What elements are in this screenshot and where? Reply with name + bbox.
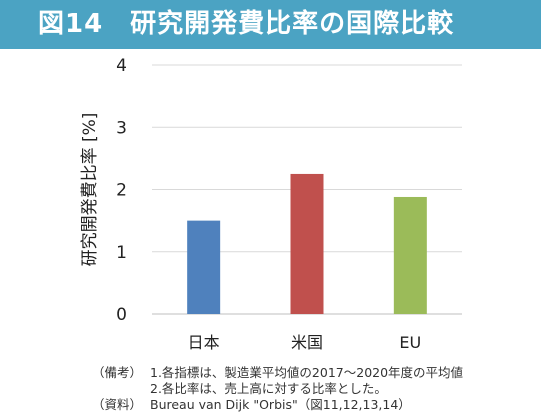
y-tick-label: 1: [116, 243, 127, 263]
note-text: Bureau van Dijk "Orbis"（図11,12,13,14）: [150, 397, 411, 412]
bar-2: [290, 173, 324, 314]
note-text: 1.各指標は、製造業平均値の2017～2020年度の平均値: [150, 365, 464, 380]
bars: [187, 173, 427, 314]
x-tick-labels: 日本 米国 EU: [188, 333, 422, 352]
note-label-remarks: （備考）: [92, 365, 143, 380]
x-tick-label: 米国: [291, 333, 323, 352]
bar-1: [187, 220, 221, 314]
x-tick-label: 日本: [188, 333, 220, 352]
y-tick-label: 2: [116, 181, 127, 201]
title-bar: 図14 研究開発費比率の国際比較: [0, 0, 541, 49]
note-row: （資料） Bureau van Dijk "Orbis"（図11,12,13,1…: [92, 397, 541, 413]
y-axis-label: 研究開発費比率 [%]: [80, 113, 100, 267]
y-tick-label: 0: [116, 305, 127, 325]
x-tick-label: EU: [399, 333, 421, 352]
note-text: 2.各比率は、売上高に対する比率とした。: [150, 381, 387, 396]
bar-3: [393, 196, 427, 314]
bar-chart: 0 1 2 3 4 日本 米国 EU 研究開発費比率 [%]: [80, 56, 462, 352]
note-row: 2.各比率は、売上高に対する比率とした。: [92, 381, 541, 397]
notes: （備考） 1.各指標は、製造業平均値の2017～2020年度の平均値 2.各比率…: [92, 365, 541, 413]
y-tick-label: 4: [116, 56, 127, 76]
y-tick-labels: 0 1 2 3 4: [116, 56, 127, 325]
note-row: （備考） 1.各指標は、製造業平均値の2017～2020年度の平均値: [92, 365, 541, 381]
y-tick-label: 3: [116, 118, 127, 138]
note-label-source: （資料）: [92, 397, 143, 412]
figure-title: 図14 研究開発費比率の国際比較: [38, 9, 455, 39]
